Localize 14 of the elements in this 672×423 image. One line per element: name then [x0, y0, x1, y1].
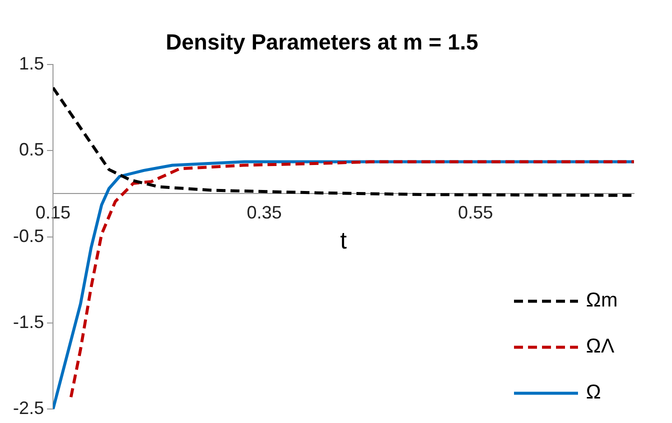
line-series	[53, 86, 634, 197]
x-axis-title: t	[340, 227, 348, 254]
chart-title: Density Parameters at m = 1.5	[166, 29, 478, 54]
legend-label: Ω	[586, 382, 601, 404]
legend-label: Ωm	[586, 290, 618, 312]
legend-label: ΩΛ	[586, 336, 615, 358]
y-tick-label: -0.5	[12, 226, 44, 246]
y-tick-label: 0.5	[18, 140, 44, 160]
y-tick-label: 1.5	[18, 53, 44, 74]
x-tick-label: 0.55	[458, 202, 494, 222]
x-tick-label: 0.35	[246, 202, 282, 222]
y-tick-label: -2.5	[12, 398, 44, 418]
y-tick-label: -1.5	[12, 312, 44, 332]
x-tick-label: 0.15	[35, 202, 71, 222]
